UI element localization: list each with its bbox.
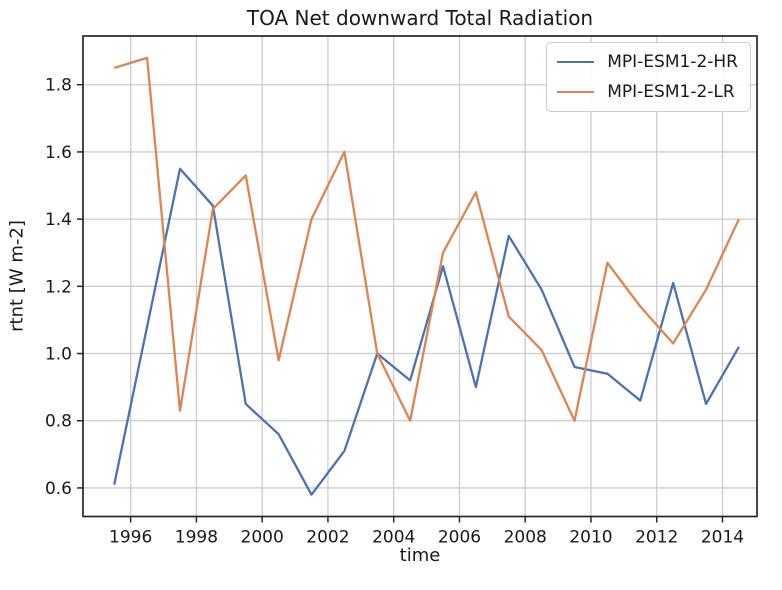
x-tick-label: 2006 bbox=[438, 528, 481, 548]
x-tick-label: 2010 bbox=[569, 528, 612, 548]
legend-line-swatch-hr bbox=[557, 61, 595, 63]
y-tick-label: 1.4 bbox=[45, 210, 72, 230]
y-tick-label: 0.8 bbox=[45, 412, 72, 432]
legend-item: MPI-ESM1-2-HR bbox=[557, 50, 738, 74]
legend-item: MPI-ESM1-2-LR bbox=[557, 80, 738, 104]
legend-label: MPI-ESM1-2-HR bbox=[607, 52, 738, 72]
series-line-mpi-esm1-2-hr bbox=[113, 167, 740, 496]
x-tick-label: 2000 bbox=[241, 528, 284, 548]
legend: MPI-ESM1-2-HR MPI-ESM1-2-LR bbox=[546, 42, 751, 112]
plot-border bbox=[82, 35, 758, 518]
x-tick-label: 2004 bbox=[372, 528, 415, 548]
y-tick-label: 1.6 bbox=[45, 143, 72, 163]
x-tick-label: 1998 bbox=[175, 528, 218, 548]
x-tick-label: 2014 bbox=[701, 528, 744, 548]
y-tick-label: 1.8 bbox=[45, 76, 72, 96]
legend-label: MPI-ESM1-2-LR bbox=[607, 82, 735, 102]
legend-line-swatch-lr bbox=[557, 91, 595, 93]
y-tick-label: 1.2 bbox=[45, 277, 72, 297]
x-tick-label: 2008 bbox=[504, 528, 547, 548]
x-tick-label: 2012 bbox=[635, 528, 678, 548]
x-axis-label: time bbox=[399, 545, 441, 566]
series-line-mpi-esm1-2-lr bbox=[113, 56, 740, 422]
x-tick-label: 2002 bbox=[306, 528, 349, 548]
x-tick-label: 1996 bbox=[109, 528, 152, 548]
chart-title: TOA Net downward Total Radiation bbox=[246, 6, 594, 30]
y-tick-label: 0.6 bbox=[45, 479, 72, 499]
y-tick-label: 1.0 bbox=[45, 345, 72, 365]
